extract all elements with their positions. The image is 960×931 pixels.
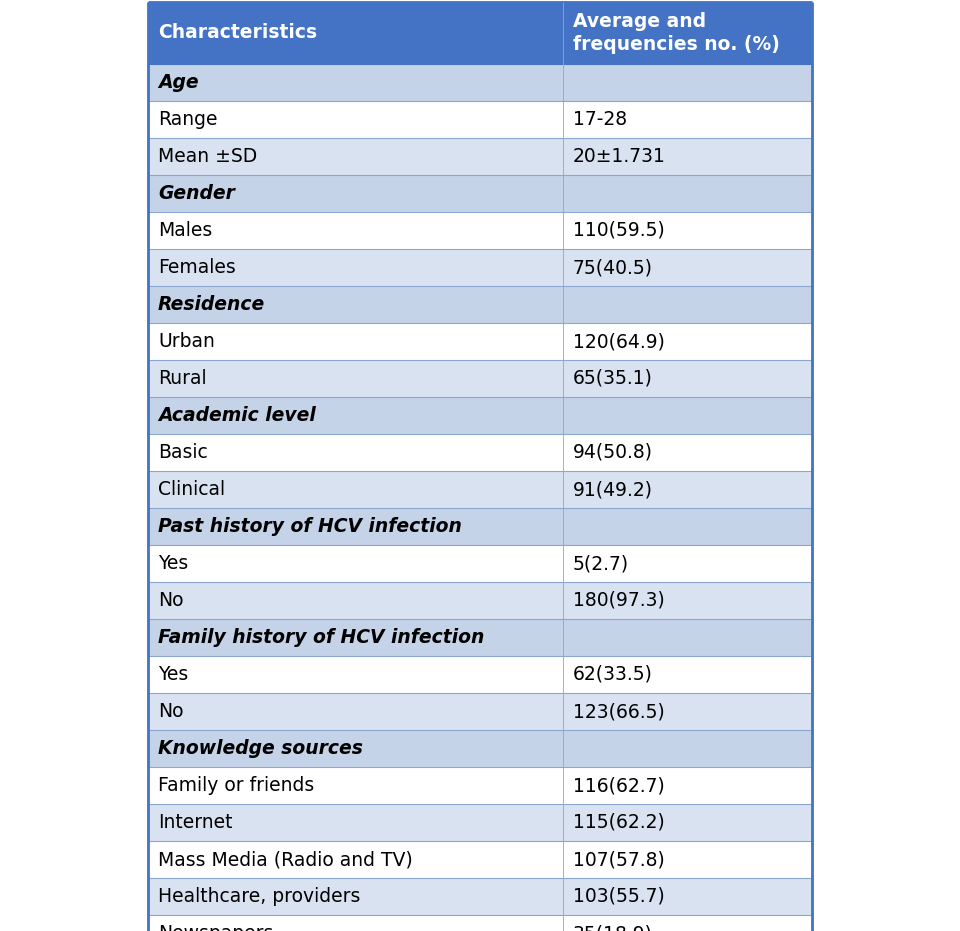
Text: Yes: Yes bbox=[158, 665, 188, 684]
Bar bbox=[563, 360, 812, 397]
Text: 91(49.2): 91(49.2) bbox=[573, 480, 653, 499]
Text: Gender: Gender bbox=[158, 184, 235, 203]
Bar bbox=[563, 730, 812, 767]
Text: Characteristics: Characteristics bbox=[158, 23, 317, 43]
Text: Academic level: Academic level bbox=[158, 406, 316, 425]
Bar bbox=[563, 508, 812, 545]
Bar bbox=[148, 212, 563, 249]
Text: Urban: Urban bbox=[158, 332, 215, 351]
Text: Family history of HCV infection: Family history of HCV infection bbox=[158, 628, 485, 647]
Text: 65(35.1): 65(35.1) bbox=[573, 369, 653, 388]
Text: Rural: Rural bbox=[158, 369, 206, 388]
Bar bbox=[148, 878, 563, 915]
Text: Knowledge sources: Knowledge sources bbox=[158, 739, 363, 758]
Bar bbox=[563, 212, 812, 249]
Text: Newspapers: Newspapers bbox=[158, 924, 274, 931]
Bar bbox=[148, 656, 563, 693]
Text: Females: Females bbox=[158, 258, 236, 277]
Text: 17-28: 17-28 bbox=[573, 110, 627, 129]
Text: 123(66.5): 123(66.5) bbox=[573, 702, 664, 721]
Bar bbox=[148, 434, 563, 471]
Bar bbox=[148, 582, 563, 619]
Bar bbox=[148, 693, 563, 730]
Bar bbox=[563, 619, 812, 656]
Text: 180(97.3): 180(97.3) bbox=[573, 591, 664, 610]
Text: 107(57.8): 107(57.8) bbox=[573, 850, 664, 869]
Bar bbox=[563, 471, 812, 508]
Text: 94(50.8): 94(50.8) bbox=[573, 443, 653, 462]
Bar bbox=[148, 323, 563, 360]
Text: Mass Media (Radio and TV): Mass Media (Radio and TV) bbox=[158, 850, 413, 869]
Bar bbox=[148, 730, 563, 767]
Text: Range: Range bbox=[158, 110, 218, 129]
Bar bbox=[563, 397, 812, 434]
Text: Residence: Residence bbox=[158, 295, 265, 314]
Text: No: No bbox=[158, 702, 183, 721]
Text: Males: Males bbox=[158, 221, 212, 240]
Bar bbox=[148, 397, 563, 434]
Bar bbox=[148, 64, 563, 101]
Text: 5(2.7): 5(2.7) bbox=[573, 554, 629, 573]
Bar bbox=[563, 545, 812, 582]
Text: 116(62.7): 116(62.7) bbox=[573, 776, 664, 795]
Bar bbox=[563, 804, 812, 841]
Bar bbox=[148, 915, 563, 931]
Text: Healthcare, providers: Healthcare, providers bbox=[158, 887, 360, 906]
Bar bbox=[148, 101, 563, 138]
Bar bbox=[563, 175, 812, 212]
Bar bbox=[148, 545, 563, 582]
Bar bbox=[148, 2, 563, 64]
Bar bbox=[563, 434, 812, 471]
Bar bbox=[563, 915, 812, 931]
Bar bbox=[148, 360, 563, 397]
Text: 20±1.731: 20±1.731 bbox=[573, 147, 666, 166]
Text: 103(55.7): 103(55.7) bbox=[573, 887, 664, 906]
Bar bbox=[563, 656, 812, 693]
Bar bbox=[563, 2, 812, 64]
Text: Clinical: Clinical bbox=[158, 480, 226, 499]
Text: Internet: Internet bbox=[158, 813, 232, 832]
Text: 35(18.9): 35(18.9) bbox=[573, 924, 653, 931]
Text: Average and
frequencies no. (%): Average and frequencies no. (%) bbox=[573, 12, 780, 54]
Bar bbox=[563, 878, 812, 915]
Text: Mean ±SD: Mean ±SD bbox=[158, 147, 257, 166]
Text: 110(59.5): 110(59.5) bbox=[573, 221, 664, 240]
Bar bbox=[563, 101, 812, 138]
Bar bbox=[563, 138, 812, 175]
Bar bbox=[148, 286, 563, 323]
Bar bbox=[563, 249, 812, 286]
Bar bbox=[148, 175, 563, 212]
Bar bbox=[148, 841, 563, 878]
Bar bbox=[148, 767, 563, 804]
Bar bbox=[563, 323, 812, 360]
Text: Past history of HCV infection: Past history of HCV infection bbox=[158, 517, 462, 536]
Bar bbox=[563, 841, 812, 878]
Text: Yes: Yes bbox=[158, 554, 188, 573]
Bar bbox=[148, 471, 563, 508]
Text: Family or friends: Family or friends bbox=[158, 776, 314, 795]
Text: No: No bbox=[158, 591, 183, 610]
Text: Basic: Basic bbox=[158, 443, 207, 462]
Bar bbox=[148, 804, 563, 841]
Text: 62(33.5): 62(33.5) bbox=[573, 665, 653, 684]
Text: 75(40.5): 75(40.5) bbox=[573, 258, 653, 277]
Bar bbox=[148, 619, 563, 656]
Bar bbox=[563, 693, 812, 730]
Bar bbox=[563, 582, 812, 619]
Text: 120(64.9): 120(64.9) bbox=[573, 332, 665, 351]
Bar bbox=[148, 138, 563, 175]
Bar bbox=[148, 249, 563, 286]
Bar bbox=[563, 64, 812, 101]
Bar bbox=[563, 286, 812, 323]
Bar bbox=[148, 508, 563, 545]
Text: Age: Age bbox=[158, 73, 199, 92]
Bar bbox=[563, 767, 812, 804]
Text: 115(62.2): 115(62.2) bbox=[573, 813, 664, 832]
